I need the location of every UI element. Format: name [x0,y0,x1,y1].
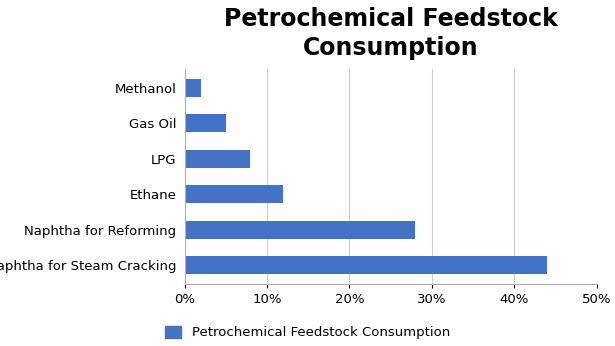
Bar [184,256,547,274]
Bar [184,79,201,97]
Bar [184,115,226,132]
Bar [184,150,250,167]
Bar [184,221,415,238]
Bar [184,185,284,203]
Title: Petrochemical Feedstock
Consumption: Petrochemical Feedstock Consumption [224,7,557,60]
Legend: Petrochemical Feedstock Consumption: Petrochemical Feedstock Consumption [165,326,450,339]
